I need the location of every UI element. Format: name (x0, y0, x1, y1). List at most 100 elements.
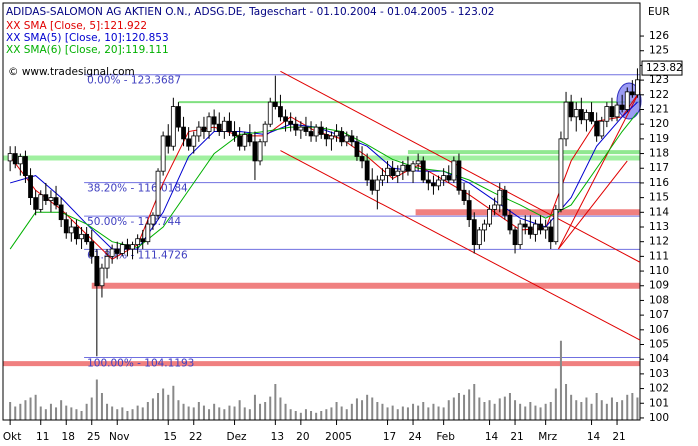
copyright: © www.tradesignal.com (8, 66, 135, 78)
y-tick-label: 120 (649, 118, 669, 130)
candle-body (216, 123, 222, 132)
candle-body (420, 160, 426, 181)
candle-body (466, 200, 472, 221)
candle-body (538, 223, 543, 231)
candle-body (609, 106, 615, 118)
fib-label: 61.80% - 111.4726 (87, 249, 188, 261)
candle-body (568, 101, 574, 118)
candle-body (201, 126, 207, 132)
last-price-box (641, 60, 683, 76)
candle-body (211, 116, 217, 125)
candle-body (79, 233, 84, 240)
candle-body (206, 116, 212, 132)
candle-body (395, 170, 401, 176)
candle-body (512, 229, 518, 246)
x-tick-label: Nov (109, 431, 130, 443)
candle-body (257, 141, 263, 162)
x-tick-label: 21 (612, 431, 625, 443)
y-tick-label: 122 (649, 89, 669, 101)
candle-body (400, 164, 406, 172)
candle-body (441, 175, 447, 181)
candle-body (186, 138, 192, 147)
candle-body (119, 244, 125, 254)
candle-body (298, 126, 304, 131)
y-tick-label: 112 (649, 236, 669, 248)
candle-body (374, 179, 380, 191)
y-tick-label: 111 (649, 250, 669, 262)
candle-body (599, 120, 605, 137)
y-tick-label: 126 (649, 30, 669, 42)
candle-body (543, 226, 549, 231)
candle-body (272, 101, 278, 107)
candle-body (451, 160, 457, 181)
candle-body (563, 101, 569, 140)
trendline (280, 150, 641, 341)
candle-body (38, 194, 44, 210)
candle-body (594, 120, 600, 137)
candle-body (415, 160, 421, 165)
candle-body (23, 156, 28, 176)
legend-entry: XX SMA(5) [Close, 10]:120.853 (6, 32, 169, 44)
candle-body (84, 233, 90, 243)
candle-body (150, 214, 156, 225)
candle-body (196, 126, 202, 137)
candle-body (130, 244, 135, 250)
candle-body (68, 226, 74, 234)
candle-body (604, 106, 610, 122)
candle-body (160, 135, 166, 172)
candle-body (339, 131, 345, 143)
y-tick-label: 109 (649, 280, 669, 292)
candle-body (125, 244, 130, 250)
candle-body (589, 112, 594, 122)
candle-body (43, 194, 49, 201)
candle-body (293, 123, 299, 131)
y-tick-label: 103 (649, 368, 669, 380)
candle-body (145, 223, 151, 243)
y-tick-label: 113 (649, 221, 669, 233)
candle-body (181, 126, 186, 140)
candle-body (431, 182, 436, 187)
y-tick-label: 117 (649, 162, 669, 174)
y-tick-label: 106 (649, 324, 669, 336)
candle-body (635, 79, 640, 96)
candle-body (425, 179, 431, 184)
candle-body (436, 179, 441, 187)
candle-body (573, 109, 579, 118)
candle-body (288, 120, 294, 125)
candle-body (533, 223, 538, 235)
candle-body (308, 131, 314, 137)
candle-body (247, 134, 253, 143)
x-tick-label: 15 (164, 431, 177, 443)
x-tick-label: Mrz (538, 431, 557, 443)
candle-body (283, 116, 288, 122)
candle-body (385, 167, 390, 176)
last-price-label: 123.82 (646, 62, 683, 74)
candle-body (476, 229, 482, 246)
candle-body (318, 126, 324, 135)
x-tick-label: 14 (485, 431, 499, 443)
candle-body (227, 120, 232, 132)
candle-body (94, 255, 100, 287)
y-tick-label: 114 (649, 206, 669, 218)
legend-entry: XX SMA(6) [Close, 20]:119.111 (6, 44, 169, 56)
candle-body (364, 160, 370, 181)
candle-body (390, 167, 396, 176)
x-tick-label: 25 (87, 431, 100, 443)
candle-body (63, 219, 69, 234)
y-tick-label: 115 (649, 192, 669, 204)
x-tick-label: 20 (296, 431, 309, 443)
candle-body (329, 135, 334, 140)
candle-body (165, 135, 171, 147)
candle-body (344, 135, 350, 143)
candle-body (405, 164, 411, 172)
y-tick-label: 116 (649, 177, 669, 189)
candle-body (522, 223, 528, 228)
y-tick-label: 105 (649, 339, 669, 351)
x-tick-label: Dez (227, 431, 248, 443)
legend-entry: XX SMA [Close, 5]:121.922 (6, 20, 147, 32)
candle-body (487, 208, 492, 225)
trendline (557, 90, 641, 250)
x-tick-label: Feb (436, 431, 455, 443)
